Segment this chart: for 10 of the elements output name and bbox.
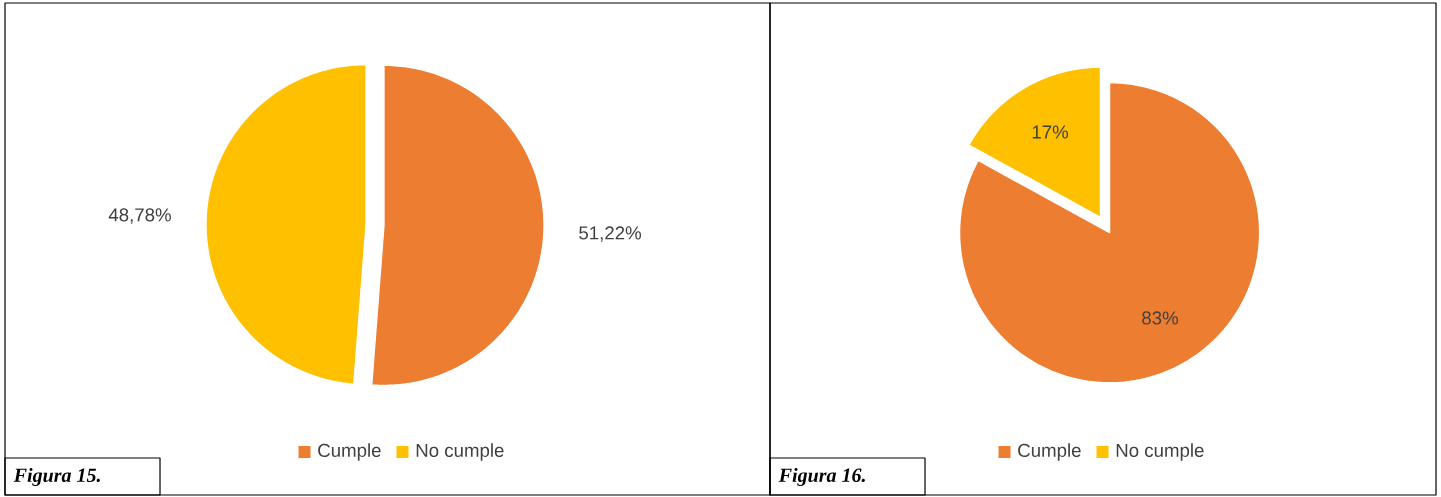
legend-label: No cumple	[1116, 443, 1204, 461]
text: Figura 15.	[13, 467, 100, 487]
data-label: 48,78%	[108, 208, 171, 224]
data-label: 17%	[1032, 125, 1069, 139]
legend-label: Cumple	[318, 443, 381, 461]
legend-label: Cumple	[1018, 443, 1081, 461]
text: Figura 16.	[778, 467, 865, 487]
data-label: 83%	[1142, 311, 1178, 325]
data-label: 51,22%	[579, 226, 642, 242]
legend-label: No cumple	[416, 443, 504, 461]
